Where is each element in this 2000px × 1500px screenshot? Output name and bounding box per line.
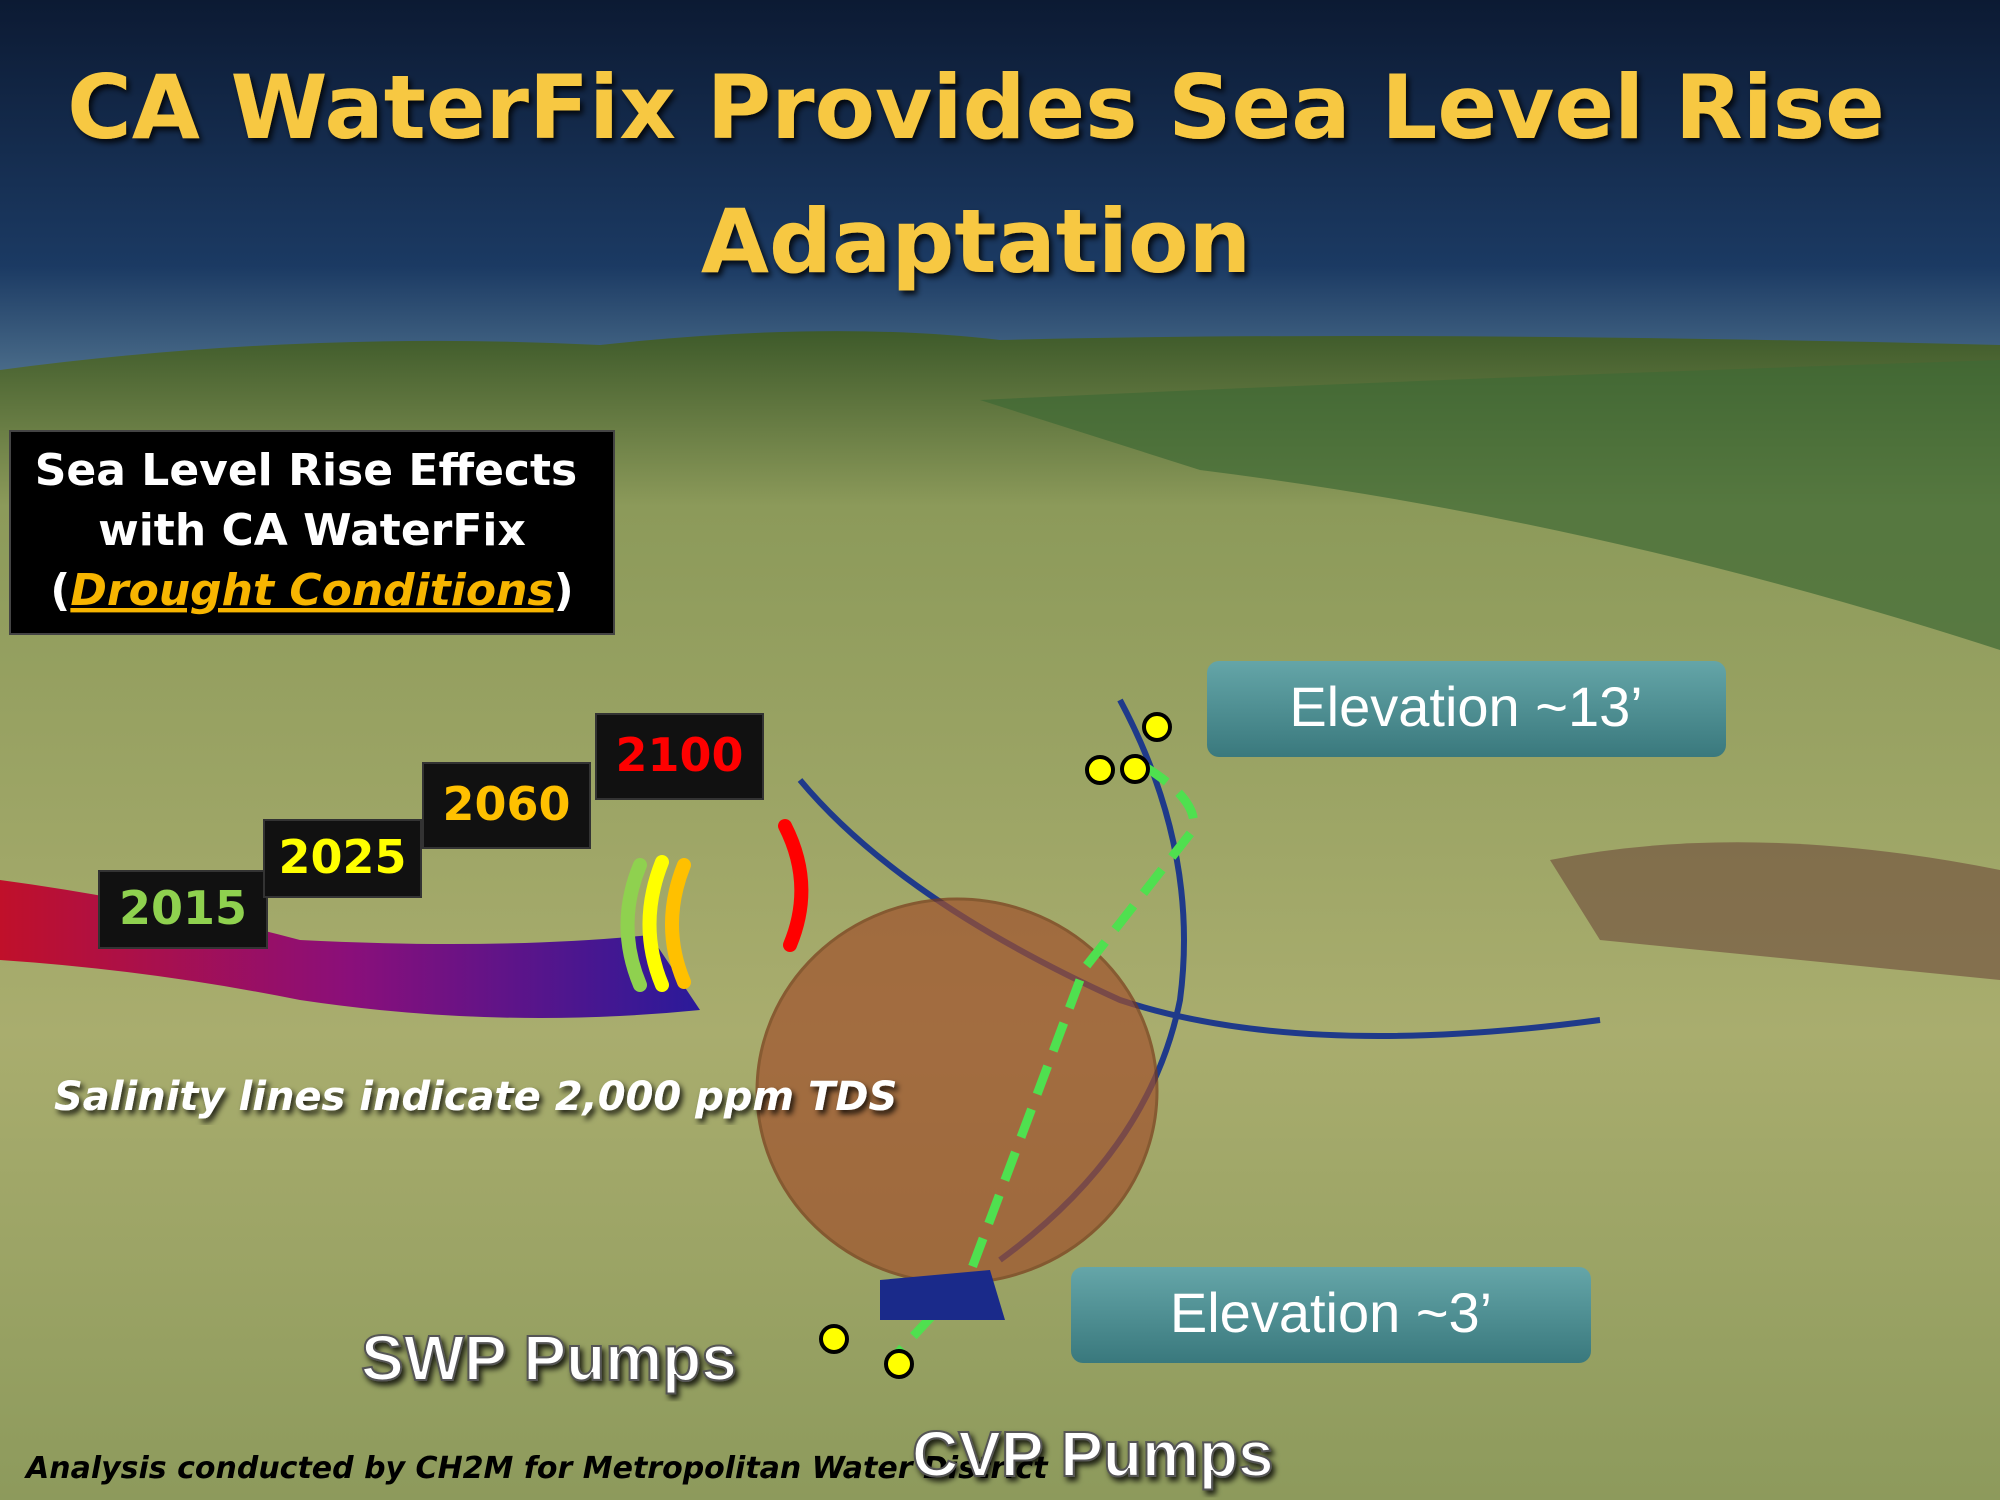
salinity-arc xyxy=(642,855,669,992)
paren: ) xyxy=(554,565,574,616)
intake-dot xyxy=(1085,755,1115,785)
salinity-note: Salinity lines indicate 2,000 ppm TDS xyxy=(54,1074,897,1120)
legend-emphasis: Drought Conditions xyxy=(70,565,553,616)
year-label: 2015 xyxy=(119,881,247,935)
salinity-arc xyxy=(778,819,809,952)
paren: ( xyxy=(50,565,70,616)
year-box xyxy=(98,870,268,949)
legend-line: with CA WaterFix xyxy=(98,505,526,556)
intake-dot xyxy=(1142,712,1172,742)
field-patch xyxy=(1550,842,2000,980)
elevation-label: Elevation ~3’ xyxy=(1170,1281,1492,1344)
forebay xyxy=(880,1270,1005,1320)
elevation-box xyxy=(1071,1267,1591,1363)
year-box xyxy=(263,819,422,898)
legend-box xyxy=(9,430,615,635)
title: CA WaterFix Provides Sea Level Rise xyxy=(67,56,1885,159)
salinity-arcs xyxy=(620,819,809,992)
year-label: 2060 xyxy=(442,777,570,831)
tunnel-line xyxy=(889,761,1199,1362)
legend-line: (Drought Conditions) xyxy=(50,565,573,616)
salinity-arc xyxy=(665,858,691,989)
pump-dot xyxy=(884,1349,914,1379)
pump-label: CVP Pumps xyxy=(912,1418,1274,1490)
year-label: 2100 xyxy=(615,728,743,782)
year-label: 2025 xyxy=(278,830,406,884)
intake-dot xyxy=(1120,754,1150,784)
markers xyxy=(819,712,1172,1379)
year-box xyxy=(422,762,591,849)
salinity-arc xyxy=(620,858,647,992)
year-labels: 2015 2025 2060 2100 xyxy=(98,713,764,949)
year-box xyxy=(595,713,764,800)
footer: Analysis conducted by CH2M for Metropoli… xyxy=(24,1451,1049,1486)
mountains xyxy=(980,360,2000,650)
pump-label: SWP Pumps xyxy=(361,1322,737,1394)
legend-line: Sea Level Rise Effects xyxy=(35,445,578,496)
pump-dot xyxy=(819,1324,849,1354)
elevation-box xyxy=(1207,661,1726,757)
sky xyxy=(0,0,2000,380)
elevation-label: Elevation ~13’ xyxy=(1289,675,1642,738)
title: Adaptation xyxy=(701,190,1251,293)
